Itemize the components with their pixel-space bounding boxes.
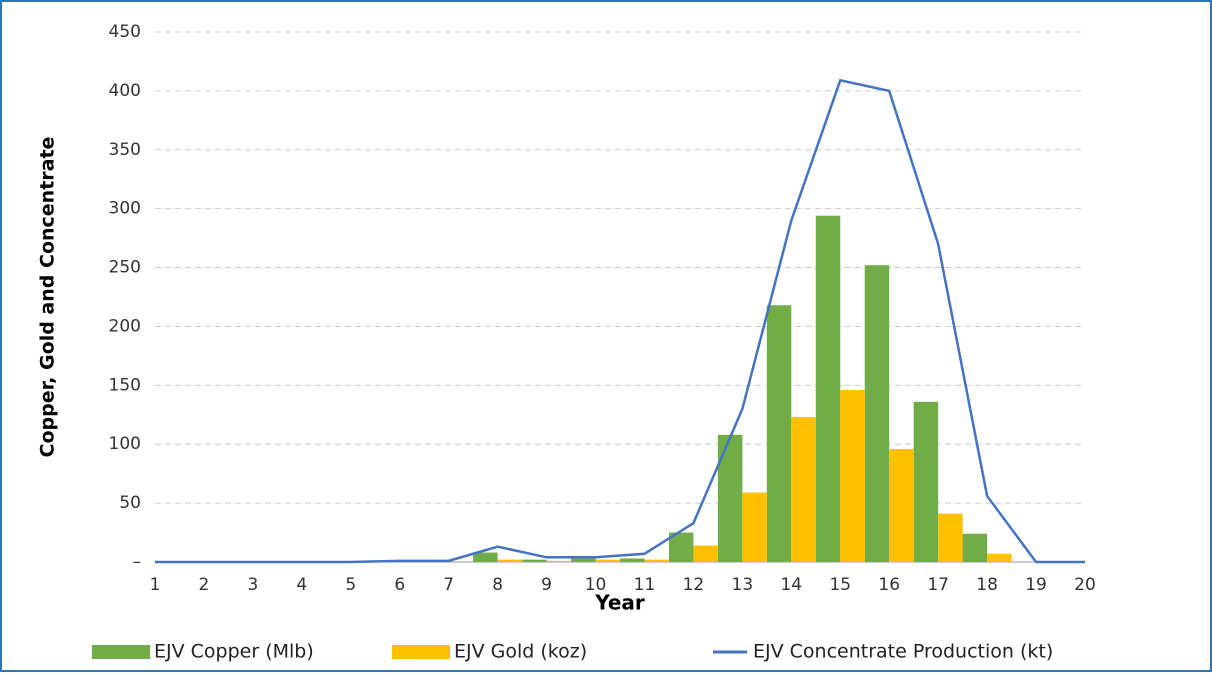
y-tick-label: 50 [119,493,141,513]
legend-label: EJV Gold (koz) [454,641,587,663]
y-tick-label: 100 [109,434,141,454]
legend-swatch [392,645,450,659]
y-axis-title: Copper, Gold and Concentrate [37,137,59,458]
bar [864,265,890,562]
x-tick-label: 2 [199,575,210,595]
bar [693,545,718,562]
x-tick-label: 1 [150,575,161,595]
bar [840,390,865,562]
legend-label: EJV Concentrate Production (kt) [753,641,1053,663]
x-tick-label: 4 [296,575,307,595]
bar [889,448,914,562]
x-tick-label: 7 [443,575,454,595]
bar [522,559,547,562]
bar [938,513,963,562]
bar [571,558,596,562]
legend-label: EJV Copper (Mlb) [154,641,314,663]
bar [619,558,645,562]
y-tick-label: 450 [109,22,141,42]
bar [546,560,572,562]
x-tick-label: 20 [1074,575,1096,595]
x-tick-label: 15 [829,575,851,595]
bar [497,559,523,562]
x-tick-label: 13 [732,575,754,595]
x-tick-label: 18 [976,575,998,595]
bar [791,417,816,562]
y-tick-label: 150 [109,375,141,395]
x-tick-label: 10 [585,575,607,595]
bar [473,552,498,562]
x-tick-label: 11 [634,575,656,595]
y-tick-label: 200 [109,316,141,336]
x-tick-label: 5 [345,575,356,595]
y-tick-label: 400 [109,81,141,101]
x-tick-label: 16 [878,575,900,595]
x-tick-label: 9 [541,575,552,595]
x-tick-label: 19 [1025,575,1047,595]
line [155,78,1085,564]
x-tick-label: 8 [492,575,503,595]
y-tick-label: – [133,552,142,572]
x-tick-label: 6 [394,575,405,595]
legend-swatch [92,645,150,659]
y-tick-label: 300 [109,199,141,219]
x-tick-label: 17 [927,575,949,595]
bar [913,401,939,562]
x-tick-label: 12 [683,575,705,595]
y-tick-label: 250 [109,258,141,278]
bar [595,559,621,562]
y-tick-label: 350 [109,140,141,160]
bar [668,532,694,562]
bar [644,559,669,562]
bar [717,434,743,562]
bar [962,533,988,562]
bar [987,553,1012,562]
bar [815,215,841,562]
bar [766,305,792,562]
x-tick-label: 3 [247,575,258,595]
bar [742,492,767,562]
x-tick-label: 14 [780,575,802,595]
x-axis-title: Year [594,591,645,615]
